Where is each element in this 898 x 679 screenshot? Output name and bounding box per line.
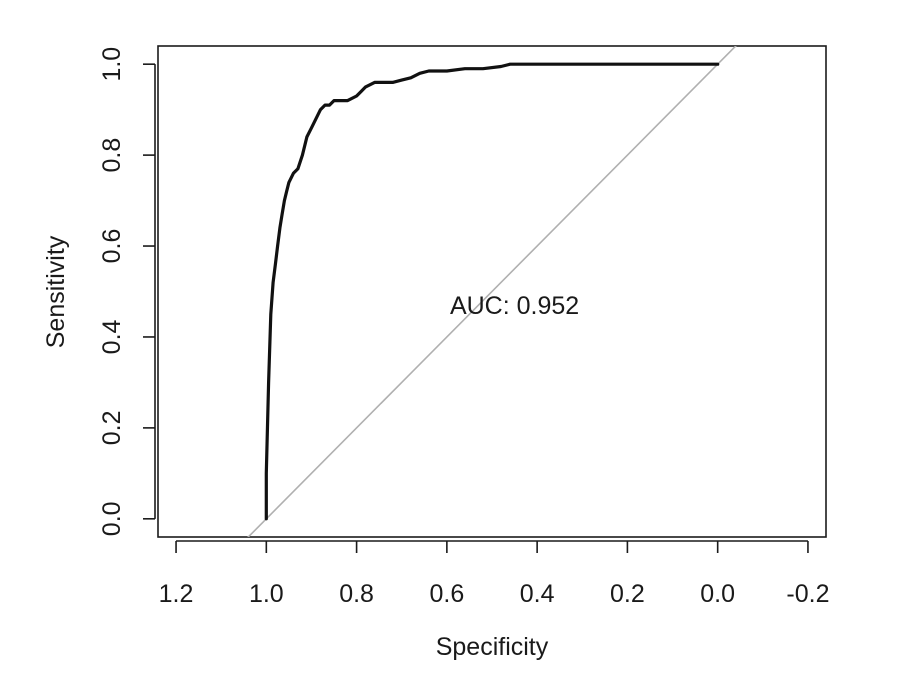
x-tick-label: 0.0	[700, 580, 735, 608]
y-axis-title: Sensitivity	[42, 235, 70, 348]
roc-curve-line	[264, 62, 720, 521]
x-tick-label: 0.8	[339, 580, 374, 608]
y-tick-label: 0.4	[98, 319, 126, 354]
x-tick-label: 0.2	[610, 580, 645, 608]
y-tick-label: 0.8	[98, 138, 126, 173]
y-tick-label: 0.6	[98, 229, 126, 264]
x-axis-title: Specificity	[436, 633, 549, 661]
reference-line	[247, 46, 737, 537]
x-tick-label: 0.6	[429, 580, 464, 608]
x-tick-label: 0.4	[520, 580, 555, 608]
auc-annotation: AUC: 0.952	[450, 292, 579, 320]
x-tick-label: -0.2	[786, 580, 829, 608]
plot-frame	[157, 45, 827, 538]
y-tick-label: 0.2	[98, 411, 126, 446]
y-tick-label: 1.0	[98, 47, 126, 82]
x-tick-label: 1.2	[159, 580, 194, 608]
x-tick-label: 1.0	[249, 580, 284, 608]
y-tick-label: 0.0	[98, 501, 126, 536]
